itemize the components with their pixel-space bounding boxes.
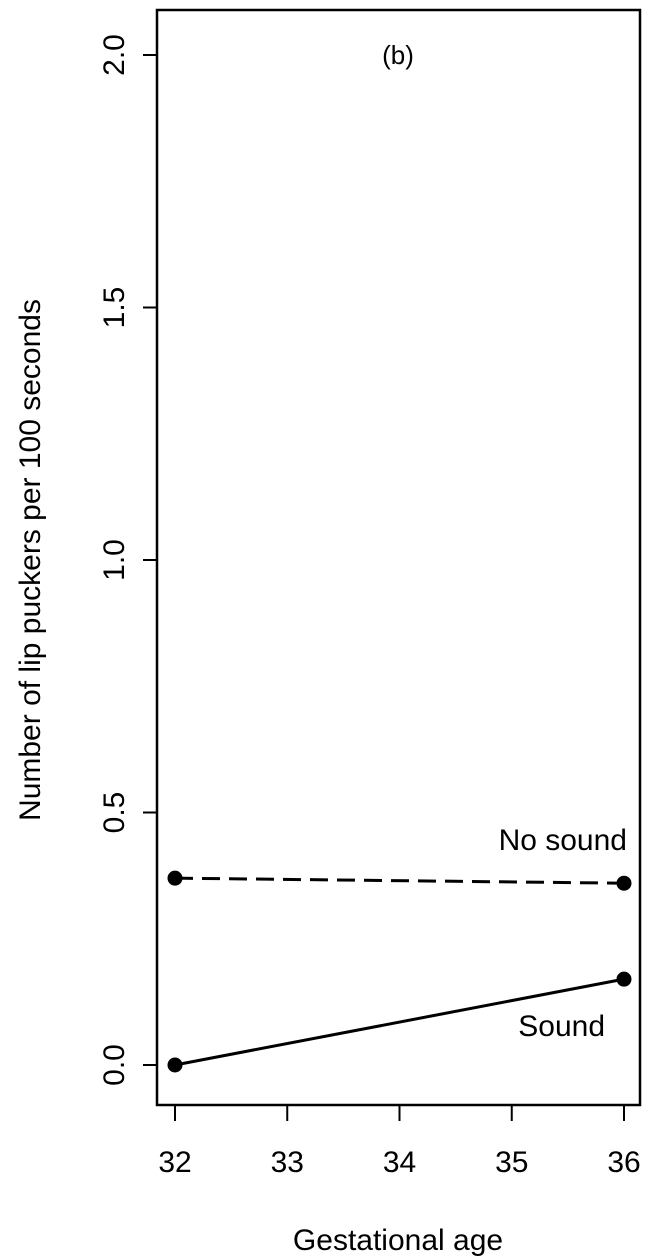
x-tick-label: 32 <box>158 1146 191 1179</box>
series-line-sound <box>174 977 625 1067</box>
series-line-no-sound <box>174 876 625 885</box>
series-label-sound: Sound <box>518 1010 605 1043</box>
series-label-no-sound: No sound <box>499 824 627 857</box>
y-tick-label: 2.0 <box>98 34 131 76</box>
data-point-no-sound <box>616 875 632 891</box>
y-tick-label: 1.5 <box>98 287 131 329</box>
data-point-sound <box>616 971 632 987</box>
x-axis-title: Gestational age <box>293 1224 503 1257</box>
y-tick-label: 0.5 <box>98 792 131 834</box>
x-tick-label: 33 <box>271 1146 304 1179</box>
series-layer <box>167 870 632 1073</box>
y-tick-label: 1.0 <box>98 539 131 581</box>
x-tick-label: 35 <box>495 1146 528 1179</box>
x-axis: 32 33 34 35 36 <box>158 1105 641 1179</box>
y-axis-title: Number of lip puckers per 100 seconds <box>14 299 47 821</box>
x-tick-label: 36 <box>607 1146 640 1179</box>
data-point-sound <box>167 1057 183 1073</box>
y-axis: 0.0 0.5 1.0 1.5 2.0 <box>98 34 157 1086</box>
data-point-no-sound <box>167 870 183 886</box>
plot-frame <box>155 8 642 1107</box>
panel-label: (b) <box>382 40 414 70</box>
y-tick-label: 0.0 <box>98 1044 131 1086</box>
x-tick-label: 34 <box>383 1146 416 1179</box>
